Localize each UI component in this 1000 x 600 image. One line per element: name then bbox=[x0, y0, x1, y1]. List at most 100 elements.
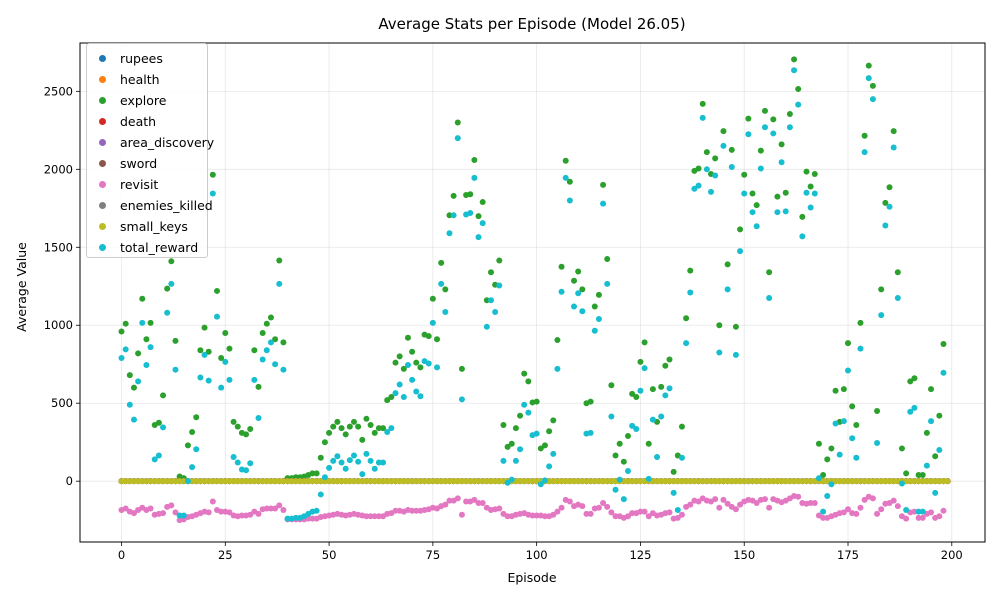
data-point bbox=[214, 287, 220, 294]
data-point bbox=[135, 378, 142, 385]
data-point bbox=[662, 392, 669, 399]
plot-frame bbox=[79, 42, 986, 543]
data-point bbox=[521, 370, 528, 377]
data-point bbox=[595, 478, 602, 485]
data-point bbox=[234, 423, 241, 430]
data-point bbox=[508, 476, 515, 483]
data-point bbox=[666, 478, 673, 485]
data-point bbox=[126, 401, 133, 408]
data-point bbox=[284, 515, 291, 522]
data-point bbox=[786, 124, 793, 131]
data-point bbox=[774, 478, 781, 485]
legend-label: total_reward bbox=[120, 240, 199, 255]
data-point bbox=[326, 464, 333, 471]
data-point bbox=[267, 478, 274, 485]
data-point bbox=[350, 418, 357, 425]
data-point bbox=[753, 478, 760, 485]
data-point bbox=[695, 182, 702, 189]
data-point bbox=[500, 422, 507, 429]
data-point bbox=[907, 378, 914, 385]
data-point bbox=[272, 505, 279, 512]
data-point bbox=[674, 514, 681, 521]
data-point bbox=[811, 478, 818, 485]
data-point bbox=[737, 478, 744, 485]
data-point bbox=[409, 507, 416, 514]
data-point bbox=[413, 359, 420, 366]
data-point bbox=[496, 257, 503, 264]
data-point bbox=[716, 322, 723, 329]
data-point bbox=[849, 435, 856, 442]
data-point bbox=[292, 478, 299, 485]
data-point bbox=[550, 450, 557, 457]
data-point bbox=[197, 374, 204, 381]
data-point bbox=[118, 354, 125, 361]
data-point bbox=[172, 366, 179, 373]
data-point bbox=[135, 478, 142, 485]
data-point bbox=[857, 345, 864, 352]
data-point bbox=[429, 478, 436, 485]
data-point bbox=[720, 142, 727, 149]
data-point bbox=[641, 508, 648, 515]
data-point bbox=[791, 478, 798, 485]
data-point bbox=[550, 511, 557, 518]
data-point bbox=[629, 422, 636, 429]
data-point bbox=[604, 503, 611, 510]
data-point bbox=[338, 425, 345, 432]
data-point bbox=[562, 478, 569, 485]
data-point bbox=[409, 478, 416, 485]
data-point bbox=[724, 478, 731, 485]
data-point bbox=[903, 470, 910, 477]
data-point bbox=[438, 280, 445, 287]
data-point bbox=[820, 514, 827, 521]
data-point bbox=[350, 452, 357, 459]
data-points bbox=[118, 56, 951, 524]
data-point bbox=[371, 478, 378, 485]
data-point bbox=[255, 478, 262, 485]
data-point bbox=[537, 481, 544, 488]
data-point bbox=[380, 459, 387, 466]
data-point bbox=[334, 418, 341, 425]
data-point bbox=[301, 478, 308, 485]
data-point bbox=[471, 478, 478, 485]
data-point bbox=[492, 478, 499, 485]
data-point bbox=[197, 478, 204, 485]
data-point bbox=[151, 478, 158, 485]
data-point bbox=[458, 511, 465, 518]
data-point bbox=[708, 188, 715, 195]
data-point bbox=[280, 507, 287, 514]
data-point bbox=[512, 457, 519, 464]
data-point bbox=[118, 328, 125, 335]
data-point bbox=[836, 451, 843, 458]
data-point bbox=[753, 223, 760, 230]
data-point bbox=[600, 181, 607, 188]
data-point bbox=[753, 500, 760, 507]
data-point bbox=[728, 163, 735, 170]
data-point bbox=[774, 193, 781, 200]
data-point bbox=[309, 478, 316, 485]
data-point bbox=[425, 360, 432, 367]
data-point bbox=[367, 457, 374, 464]
data-point bbox=[724, 286, 731, 293]
data-point bbox=[678, 454, 685, 461]
data-point bbox=[297, 478, 304, 485]
data-point bbox=[309, 470, 316, 477]
data-point bbox=[255, 510, 262, 517]
data-point bbox=[342, 478, 349, 485]
data-point bbox=[259, 478, 266, 485]
data-point bbox=[861, 478, 868, 485]
data-point bbox=[820, 508, 827, 515]
data-point bbox=[272, 336, 279, 343]
data-point bbox=[687, 478, 694, 485]
legend-label: rupees bbox=[120, 51, 163, 66]
data-point bbox=[234, 478, 241, 485]
data-point bbox=[375, 513, 382, 520]
data-point bbox=[882, 199, 889, 206]
data-point bbox=[749, 190, 756, 197]
data-point bbox=[566, 178, 573, 185]
data-point bbox=[425, 478, 432, 485]
data-point bbox=[321, 474, 328, 481]
data-point bbox=[919, 514, 926, 521]
data-point bbox=[608, 509, 615, 516]
data-point bbox=[122, 320, 129, 327]
data-point bbox=[678, 423, 685, 430]
